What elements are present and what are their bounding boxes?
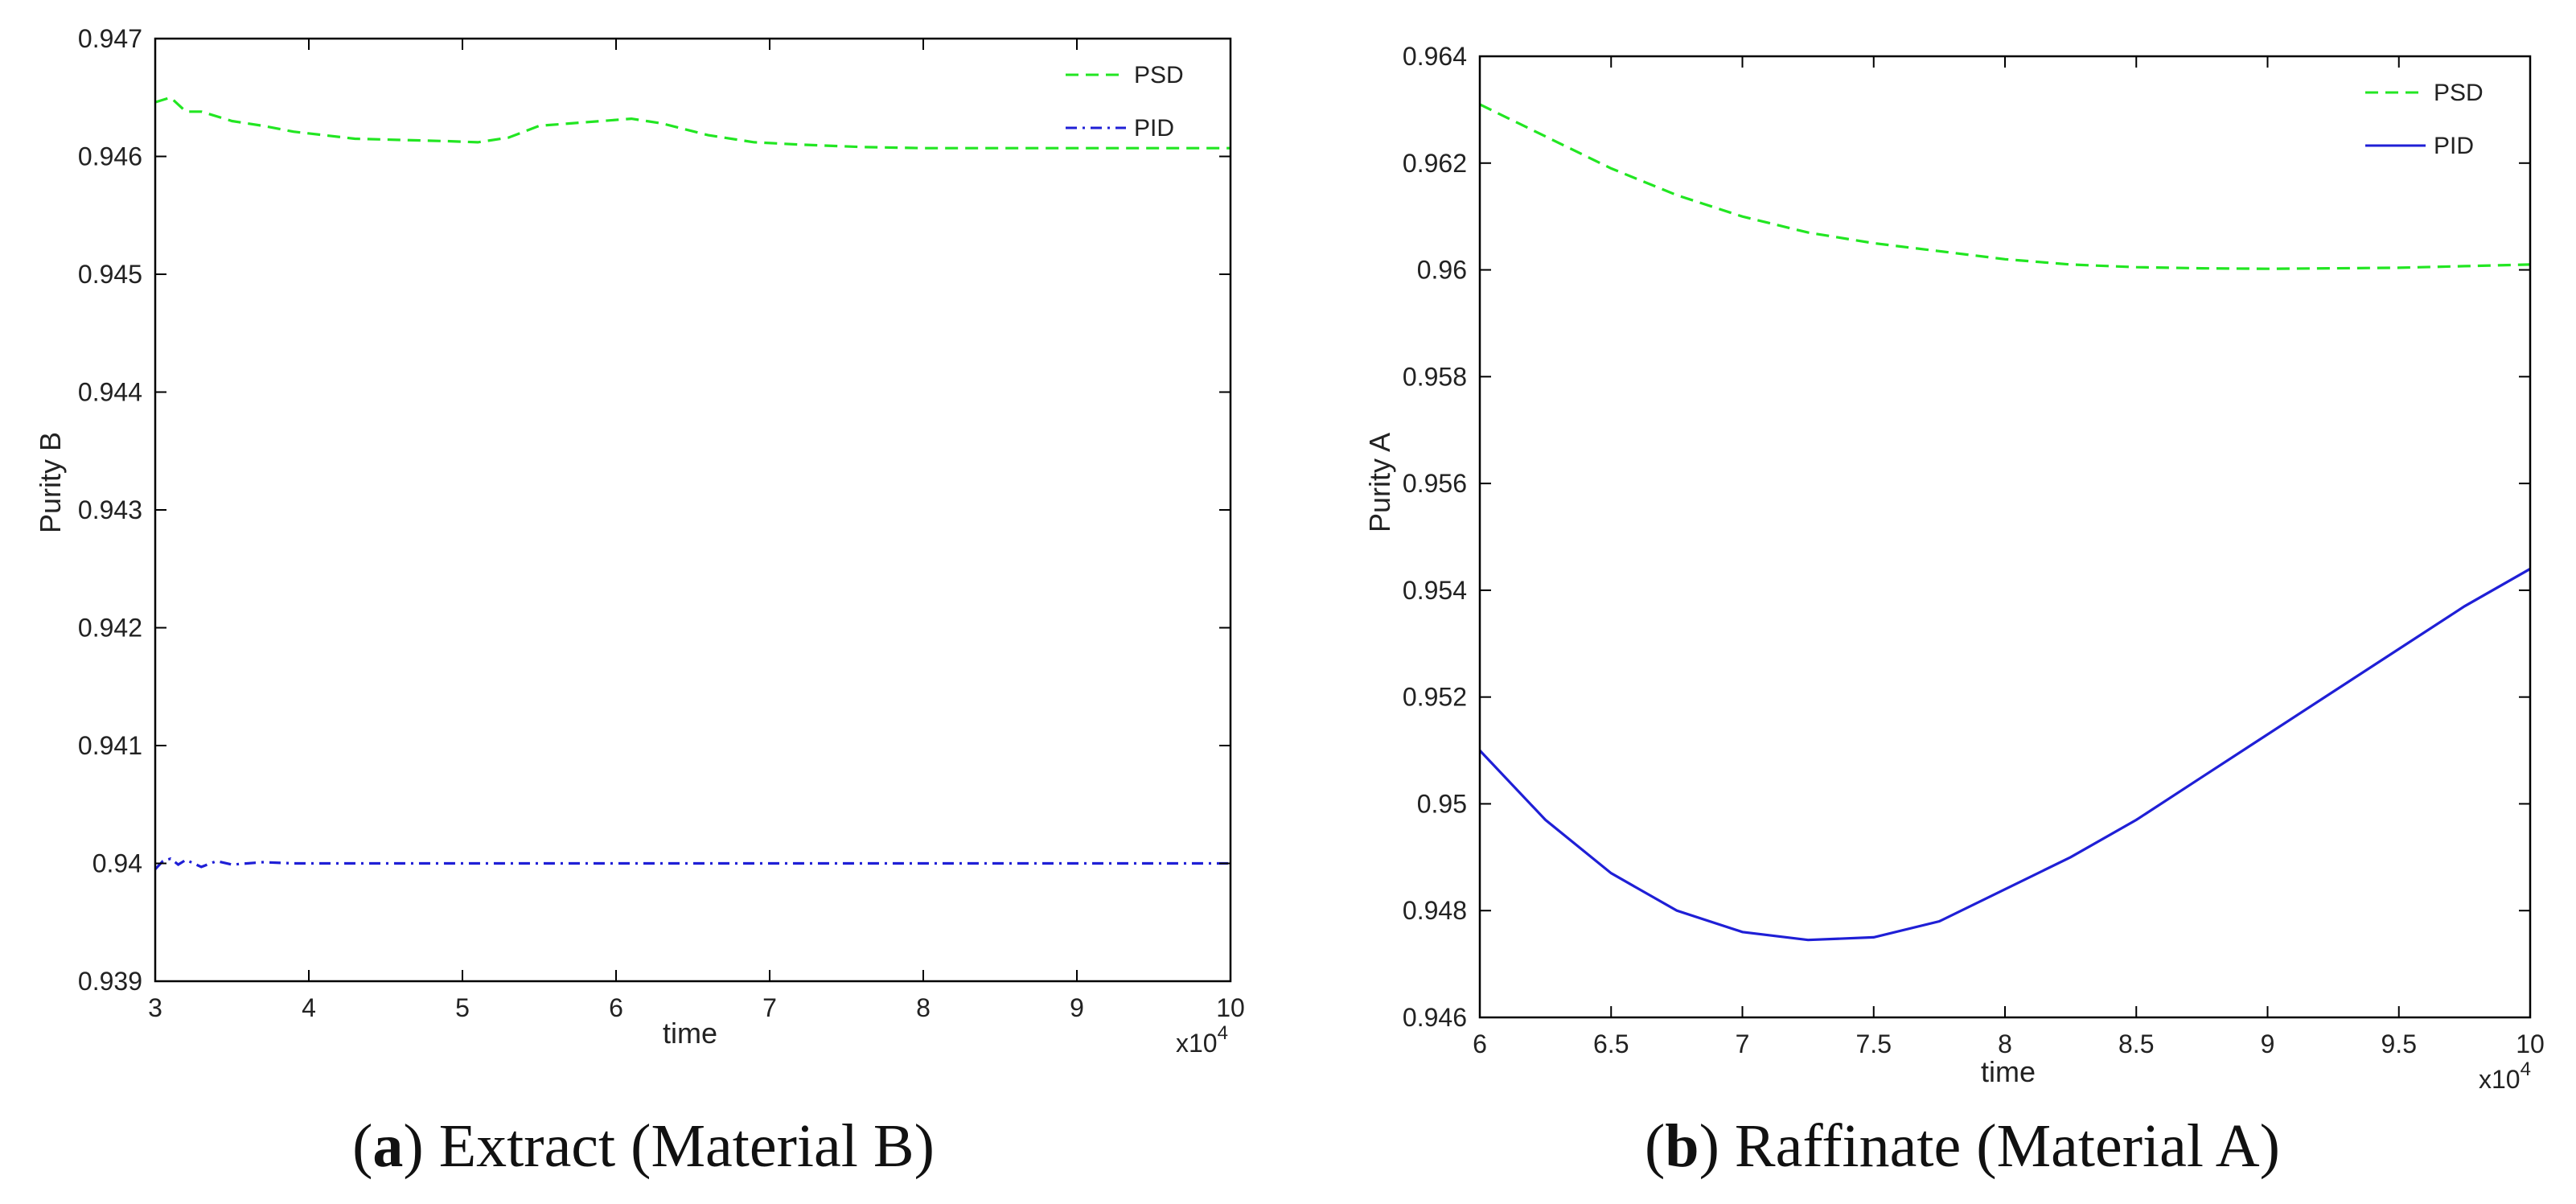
x-tick-label: 4 [302, 993, 316, 1022]
y-tick-label: 0.94 [92, 849, 142, 878]
x-multiplier: x104 [2479, 1058, 2531, 1094]
axes-frame [1478, 55, 2532, 1019]
x-tick-label: 3 [148, 993, 162, 1022]
legend-label-psd: PSD [1134, 62, 1184, 88]
y-tick-label: 0.954 [1403, 576, 1467, 605]
x-tick-label: 9 [1070, 993, 1084, 1022]
caption-letter: a [372, 1112, 403, 1180]
y-tick-label: 0.952 [1403, 683, 1467, 712]
y-tick-label: 0.942 [78, 614, 142, 643]
y-tick-label: 0.956 [1403, 469, 1467, 498]
y-tick-label: 0.939 [78, 967, 142, 996]
x-tick-label: 9 [2261, 1029, 2275, 1058]
legend-label-pid: PID [1134, 115, 1174, 142]
chart-panel-raffinate: 6 6.5 7 7.5 8 8.5 9 9.5 10 0.946 0.948 0.95 0.952 0.9… [1363, 42, 2545, 1180]
x-tick-label: 9.5 [2381, 1029, 2417, 1058]
caption-text: Raffinate (Material A) [1735, 1112, 2280, 1180]
x-multiplier: x104 [1176, 1022, 1228, 1058]
y-tick-label: 0.948 [1403, 896, 1467, 925]
panel-caption: (a) Extract (Material B) [352, 1112, 935, 1180]
x-axis-label: time [663, 1017, 717, 1050]
x-tick-label: 6 [609, 993, 623, 1022]
x-tick-label: 7.5 [1856, 1029, 1892, 1058]
caption-text: Extract (Material B) [439, 1112, 935, 1180]
x-axis-label: time [1981, 1055, 2036, 1088]
y-tick-label: 0.947 [78, 24, 142, 53]
y-tick-label: 0.946 [78, 142, 142, 171]
x-multiplier-exponent: 4 [2521, 1058, 2531, 1080]
y-tick-label: 0.95 [1417, 789, 1467, 818]
x-tick-label: 8.5 [2118, 1029, 2154, 1058]
y-tick-label: 0.958 [1403, 362, 1467, 391]
y-tick-label: 0.944 [78, 378, 142, 407]
series-line-psd [154, 96, 1230, 150]
y-tick-label: 0.962 [1403, 149, 1467, 178]
series-line-pid [154, 857, 1230, 870]
x-tick-label: 10 [2516, 1029, 2545, 1058]
x-multiplier-exponent: 4 [1218, 1022, 1228, 1044]
x-tick-label: 8 [1998, 1029, 2012, 1058]
x-multiplier-base: x10 [1176, 1029, 1218, 1058]
legend-label-pid: PID [2434, 133, 2474, 159]
y-tick-label: 0.941 [78, 731, 142, 760]
caption-letter: b [1665, 1112, 1699, 1180]
axes-frame [154, 37, 1232, 983]
x-tick-label: 6 [1473, 1029, 1487, 1058]
x-tick-label: 7 [762, 993, 777, 1022]
x-tick-label: 7 [1736, 1029, 1750, 1058]
series-line-pid [1478, 567, 2531, 942]
y-tick-label: 0.945 [78, 260, 142, 289]
x-tick-label: 10 [1216, 993, 1245, 1022]
y-tick-label: 0.96 [1417, 256, 1467, 285]
x-tick-label: 8 [916, 993, 931, 1022]
y-tick-label: 0.943 [78, 495, 142, 524]
y-axis-label: Purity B [34, 432, 67, 533]
legend-label-psd: PSD [2434, 80, 2484, 106]
x-tick-label: 6.5 [1593, 1029, 1629, 1058]
y-axis-label: Purity A [1363, 433, 1396, 532]
x-tick-label: 5 [455, 993, 470, 1022]
y-tick-label: 0.964 [1403, 42, 1467, 71]
x-multiplier-base: x10 [2479, 1065, 2521, 1094]
panel-caption: (b) Raffinate (Material A) [1645, 1112, 2280, 1180]
series-line-psd [1479, 103, 2531, 270]
chart-panel-extract: 3 4 5 6 7 8 9 10 0.939 0.94 0.941 0.942 0.943 0.944 0.… [34, 24, 1245, 1180]
y-tick-label: 0.946 [1403, 1003, 1467, 1032]
